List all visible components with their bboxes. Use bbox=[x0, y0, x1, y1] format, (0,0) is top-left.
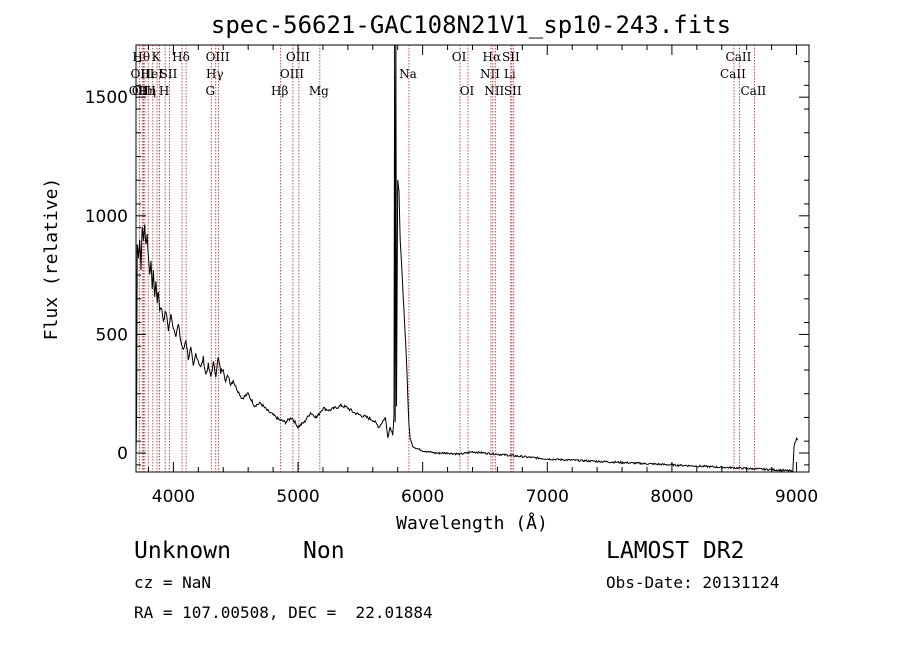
y-tick-label: 1500 bbox=[85, 88, 128, 108]
y-tick-label: 500 bbox=[96, 325, 128, 345]
line-marker-label: Hη bbox=[138, 84, 156, 98]
x-tick-label: 7000 bbox=[526, 487, 569, 507]
ra-dec-coordinates: RA = 107.00508, DEC = 22.01884 bbox=[134, 603, 433, 622]
line-marker-label: NII bbox=[484, 84, 504, 98]
line-marker-label: CaII bbox=[720, 67, 746, 81]
line-marker-label: OIII bbox=[130, 67, 154, 81]
line-marker-label: SII bbox=[504, 84, 522, 98]
line-marker-label: Hθ bbox=[132, 50, 150, 64]
x-tick-label: 8000 bbox=[650, 487, 693, 507]
line-marker-label: Hδ bbox=[172, 50, 190, 64]
line-marker-label: SII bbox=[502, 50, 520, 64]
x-tick-label: 5000 bbox=[276, 487, 319, 507]
line-marker-label: SII bbox=[160, 67, 178, 81]
y-tick-label: 1000 bbox=[85, 207, 128, 227]
line-marker-label: H bbox=[159, 84, 169, 98]
line-marker-label: HeI bbox=[141, 67, 164, 81]
x-tick-label: 9000 bbox=[775, 487, 818, 507]
line-marker-label: OIII bbox=[206, 50, 230, 64]
redshift-cz: cz = NaN bbox=[134, 573, 212, 592]
x-axis-ticks: 4000 5000 6000 7000 8000 9000 bbox=[147, 45, 818, 507]
line-marker-label: Hα bbox=[483, 50, 502, 64]
plot-frame bbox=[135, 44, 810, 473]
line-marker-label: OIII bbox=[280, 67, 304, 81]
line-marker-label: Li bbox=[504, 67, 516, 81]
line-marker-label: Hγ bbox=[206, 67, 224, 81]
line-marker-label: OI bbox=[452, 50, 467, 64]
chart-title: spec-56621-GAC108N21V1_sp10-243.fits bbox=[211, 11, 731, 39]
line-marker-label: Hβ bbox=[271, 84, 288, 98]
x-tick-label: 4000 bbox=[152, 487, 195, 507]
line-marker-label: NII bbox=[480, 67, 500, 81]
x-axis-label: Wavelength (Å) bbox=[396, 512, 548, 534]
line-marker-label: Mg bbox=[309, 84, 329, 98]
y-axis-label: Flux (relative) bbox=[41, 178, 62, 341]
line-marker-label: Na bbox=[399, 67, 417, 81]
line-marker-label: K bbox=[152, 50, 162, 64]
y-tick-label: 0 bbox=[117, 444, 128, 464]
y-axis-ticks: 0 500 1000 1500 bbox=[85, 61, 809, 466]
line-marker-label: CaII bbox=[740, 84, 766, 98]
observation-date: Obs-Date: 20131124 bbox=[606, 573, 780, 592]
line-marker-label: OI bbox=[460, 84, 475, 98]
object-subclass: Non bbox=[303, 538, 345, 564]
line-marker-label: CaII bbox=[726, 50, 752, 64]
x-tick-label: 6000 bbox=[401, 487, 444, 507]
object-class: Unknown bbox=[134, 538, 231, 564]
spectrum-line bbox=[135, 44, 799, 473]
line-marker-group: OIIHθOIIIOIIIHηHeIKHSIIHδGHγOIIIHβOIIIOI… bbox=[129, 45, 767, 472]
line-marker-label: OIII bbox=[132, 84, 156, 98]
survey-name: LAMOST DR2 bbox=[606, 538, 745, 564]
line-marker-label: G bbox=[205, 84, 215, 98]
line-marker-label: OIII bbox=[286, 50, 310, 64]
